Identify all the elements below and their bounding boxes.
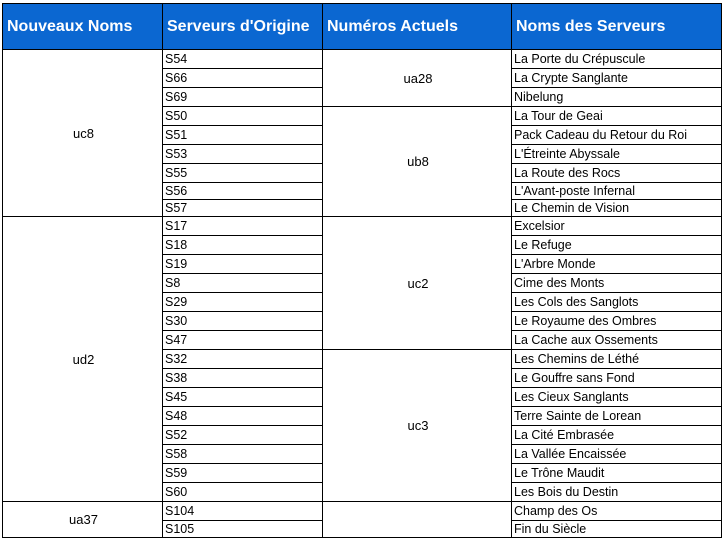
table-row: S105 Fin du Siècle xyxy=(3,520,722,538)
cell-server-name[interactable]: Terre Sainte de Lorean xyxy=(511,406,722,426)
header-row: Nouveaux Noms Serveurs d'Origine Numéros… xyxy=(2,3,722,50)
cell-origin-server[interactable]: S51 xyxy=(162,125,323,145)
table-row: S48 Terre Sainte de Lorean xyxy=(3,406,722,426)
cell-new-name[interactable]: ua37 xyxy=(2,501,163,538)
cell-current-number[interactable]: ub8 xyxy=(322,106,512,217)
cell-server-name[interactable]: Nibelung xyxy=(511,87,722,107)
cell-origin-server[interactable]: S56 xyxy=(162,182,323,200)
cell-current-number[interactable]: ua28 xyxy=(322,49,512,107)
cell-new-name[interactable]: ud2 xyxy=(2,216,163,502)
header-origin-servers[interactable]: Serveurs d'Origine xyxy=(162,3,323,50)
table-row: ua37 S104 Champ des Os xyxy=(2,501,722,538)
cell-origin-server[interactable]: S17 xyxy=(162,216,323,236)
table-row: S50 ub8 La Tour de Geai xyxy=(3,106,722,217)
cell-origin-server[interactable]: S47 xyxy=(162,330,323,350)
cell-origin-server[interactable]: S30 xyxy=(162,311,323,331)
cell-server-name[interactable]: Le Royaume des Ombres xyxy=(511,311,722,331)
cell-server-name[interactable]: Pack Cadeau du Retour du Roi xyxy=(511,125,722,145)
table-row: S56 L'Avant-poste Infernal xyxy=(3,182,722,200)
cell-origin-server[interactable]: S55 xyxy=(162,163,323,183)
table-row: S38 Le Gouffre sans Fond xyxy=(3,368,722,388)
cell-server-name[interactable]: Excelsior xyxy=(511,216,722,236)
cell-origin-server[interactable]: S105 xyxy=(162,520,323,538)
cell-origin-server[interactable]: S53 xyxy=(162,144,323,164)
cell-server-name[interactable]: Fin du Siècle xyxy=(511,520,722,538)
cell-origin-server[interactable]: S104 xyxy=(162,501,323,521)
cell-server-name[interactable]: La Vallée Encaissée xyxy=(511,444,722,464)
cell-server-name[interactable]: Les Cieux Sanglants xyxy=(511,387,722,407)
cell-origin-server[interactable]: S54 xyxy=(162,49,323,69)
cell-origin-server[interactable]: S19 xyxy=(162,254,323,274)
table-row: S45 Les Cieux Sanglants xyxy=(3,387,722,407)
cell-server-name[interactable]: L'Avant-poste Infernal xyxy=(511,182,722,200)
cell-server-name[interactable]: La Porte du Crépuscule xyxy=(511,49,722,69)
cell-origin-server[interactable]: S29 xyxy=(162,292,323,312)
header-current-numbers[interactable]: Numéros Actuels xyxy=(322,3,512,50)
header-new-names[interactable]: Nouveaux Noms xyxy=(2,3,163,50)
cell-origin-server[interactable]: S60 xyxy=(162,482,323,502)
cell-origin-server[interactable]: S69 xyxy=(162,87,323,107)
cell-origin-server[interactable]: S59 xyxy=(162,463,323,483)
table-row: S51 Pack Cadeau du Retour du Roi xyxy=(3,125,722,145)
cell-server-name[interactable]: Cime des Monts xyxy=(511,273,722,293)
cell-origin-server[interactable]: S32 xyxy=(162,349,323,369)
cell-server-name[interactable]: La Crypte Sanglante xyxy=(511,68,722,88)
cell-origin-server[interactable]: S57 xyxy=(162,199,323,217)
cell-server-name[interactable]: La Cache aux Ossements xyxy=(511,330,722,350)
table-row: S8 Cime des Monts xyxy=(3,273,722,293)
cell-server-name[interactable]: Le Trône Maudit xyxy=(511,463,722,483)
server-merge-table: Nouveaux Noms Serveurs d'Origine Numéros… xyxy=(2,3,722,538)
cell-server-name[interactable]: L'Étreinte Abyssale xyxy=(511,144,722,164)
cell-server-name[interactable]: Champ des Os xyxy=(511,501,722,521)
table-row: S53 L'Étreinte Abyssale xyxy=(3,144,722,164)
table-body: uc8 S54 ua28 La Porte du Crépuscule S66 La Cr… xyxy=(2,49,722,538)
cell-server-name[interactable]: Les Cols des Sanglots xyxy=(511,292,722,312)
cell-origin-server[interactable]: S52 xyxy=(162,425,323,445)
cell-origin-server[interactable]: S50 xyxy=(162,106,323,126)
cell-origin-server[interactable]: S45 xyxy=(162,387,323,407)
table-row: ud2 S17 uc2 Excelsior xyxy=(2,216,722,502)
cell-origin-server[interactable]: S48 xyxy=(162,406,323,426)
table-row: S55 La Route des Rocs xyxy=(3,163,722,183)
cell-server-name[interactable]: L'Arbre Monde xyxy=(511,254,722,274)
cell-origin-server[interactable]: S38 xyxy=(162,368,323,388)
cell-current-number[interactable]: uc3 xyxy=(322,349,512,502)
cell-origin-server[interactable]: S18 xyxy=(162,235,323,255)
cell-origin-server[interactable]: S66 xyxy=(162,68,323,88)
cell-server-name[interactable]: Le Chemin de Vision xyxy=(511,199,722,217)
cell-server-name[interactable]: Le Refuge xyxy=(511,235,722,255)
cell-server-name[interactable]: La Route des Rocs xyxy=(511,163,722,183)
cell-server-name[interactable]: La Tour de Geai xyxy=(511,106,722,126)
header-server-names[interactable]: Noms des Serveurs xyxy=(511,3,722,50)
cell-current-number[interactable]: uc2 xyxy=(322,216,512,350)
cell-current-number[interactable] xyxy=(322,501,512,538)
table-row: S18 Le Refuge xyxy=(3,235,722,255)
cell-origin-server[interactable]: S58 xyxy=(162,444,323,464)
cell-server-name[interactable]: Les Chemins de Léthé xyxy=(511,349,722,369)
cell-server-name[interactable]: Le Gouffre sans Fond xyxy=(511,368,722,388)
cell-server-name[interactable]: Les Bois du Destin xyxy=(511,482,722,502)
cell-new-name[interactable]: uc8 xyxy=(2,49,163,217)
cell-origin-server[interactable]: S8 xyxy=(162,273,323,293)
table-row: uc8 S54 ua28 La Porte du Crépuscule xyxy=(2,49,722,217)
cell-server-name[interactable]: La Cité Embrasée xyxy=(511,425,722,445)
